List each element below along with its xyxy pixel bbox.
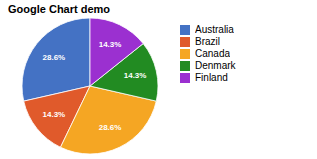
- svg-text:28.6%: 28.6%: [99, 123, 122, 132]
- html-text:Denmark: Denmark: [195, 60, 236, 71]
- html-text:Canada: Canada: [195, 48, 230, 59]
- svg-text:28.6%: 28.6%: [43, 53, 66, 62]
- html-text:Finland: Finland: [195, 72, 228, 83]
- svg-text:14.3%: 14.3%: [124, 71, 147, 80]
- html-text:Australia: Australia: [195, 24, 234, 35]
- html-text:Brazil: Brazil: [195, 36, 220, 47]
- html-text:Google Chart demo: Google Chart demo: [8, 3, 111, 15]
- svg-text:14.3%: 14.3%: [43, 110, 66, 119]
- svg-text:14.3%: 14.3%: [99, 40, 122, 49]
